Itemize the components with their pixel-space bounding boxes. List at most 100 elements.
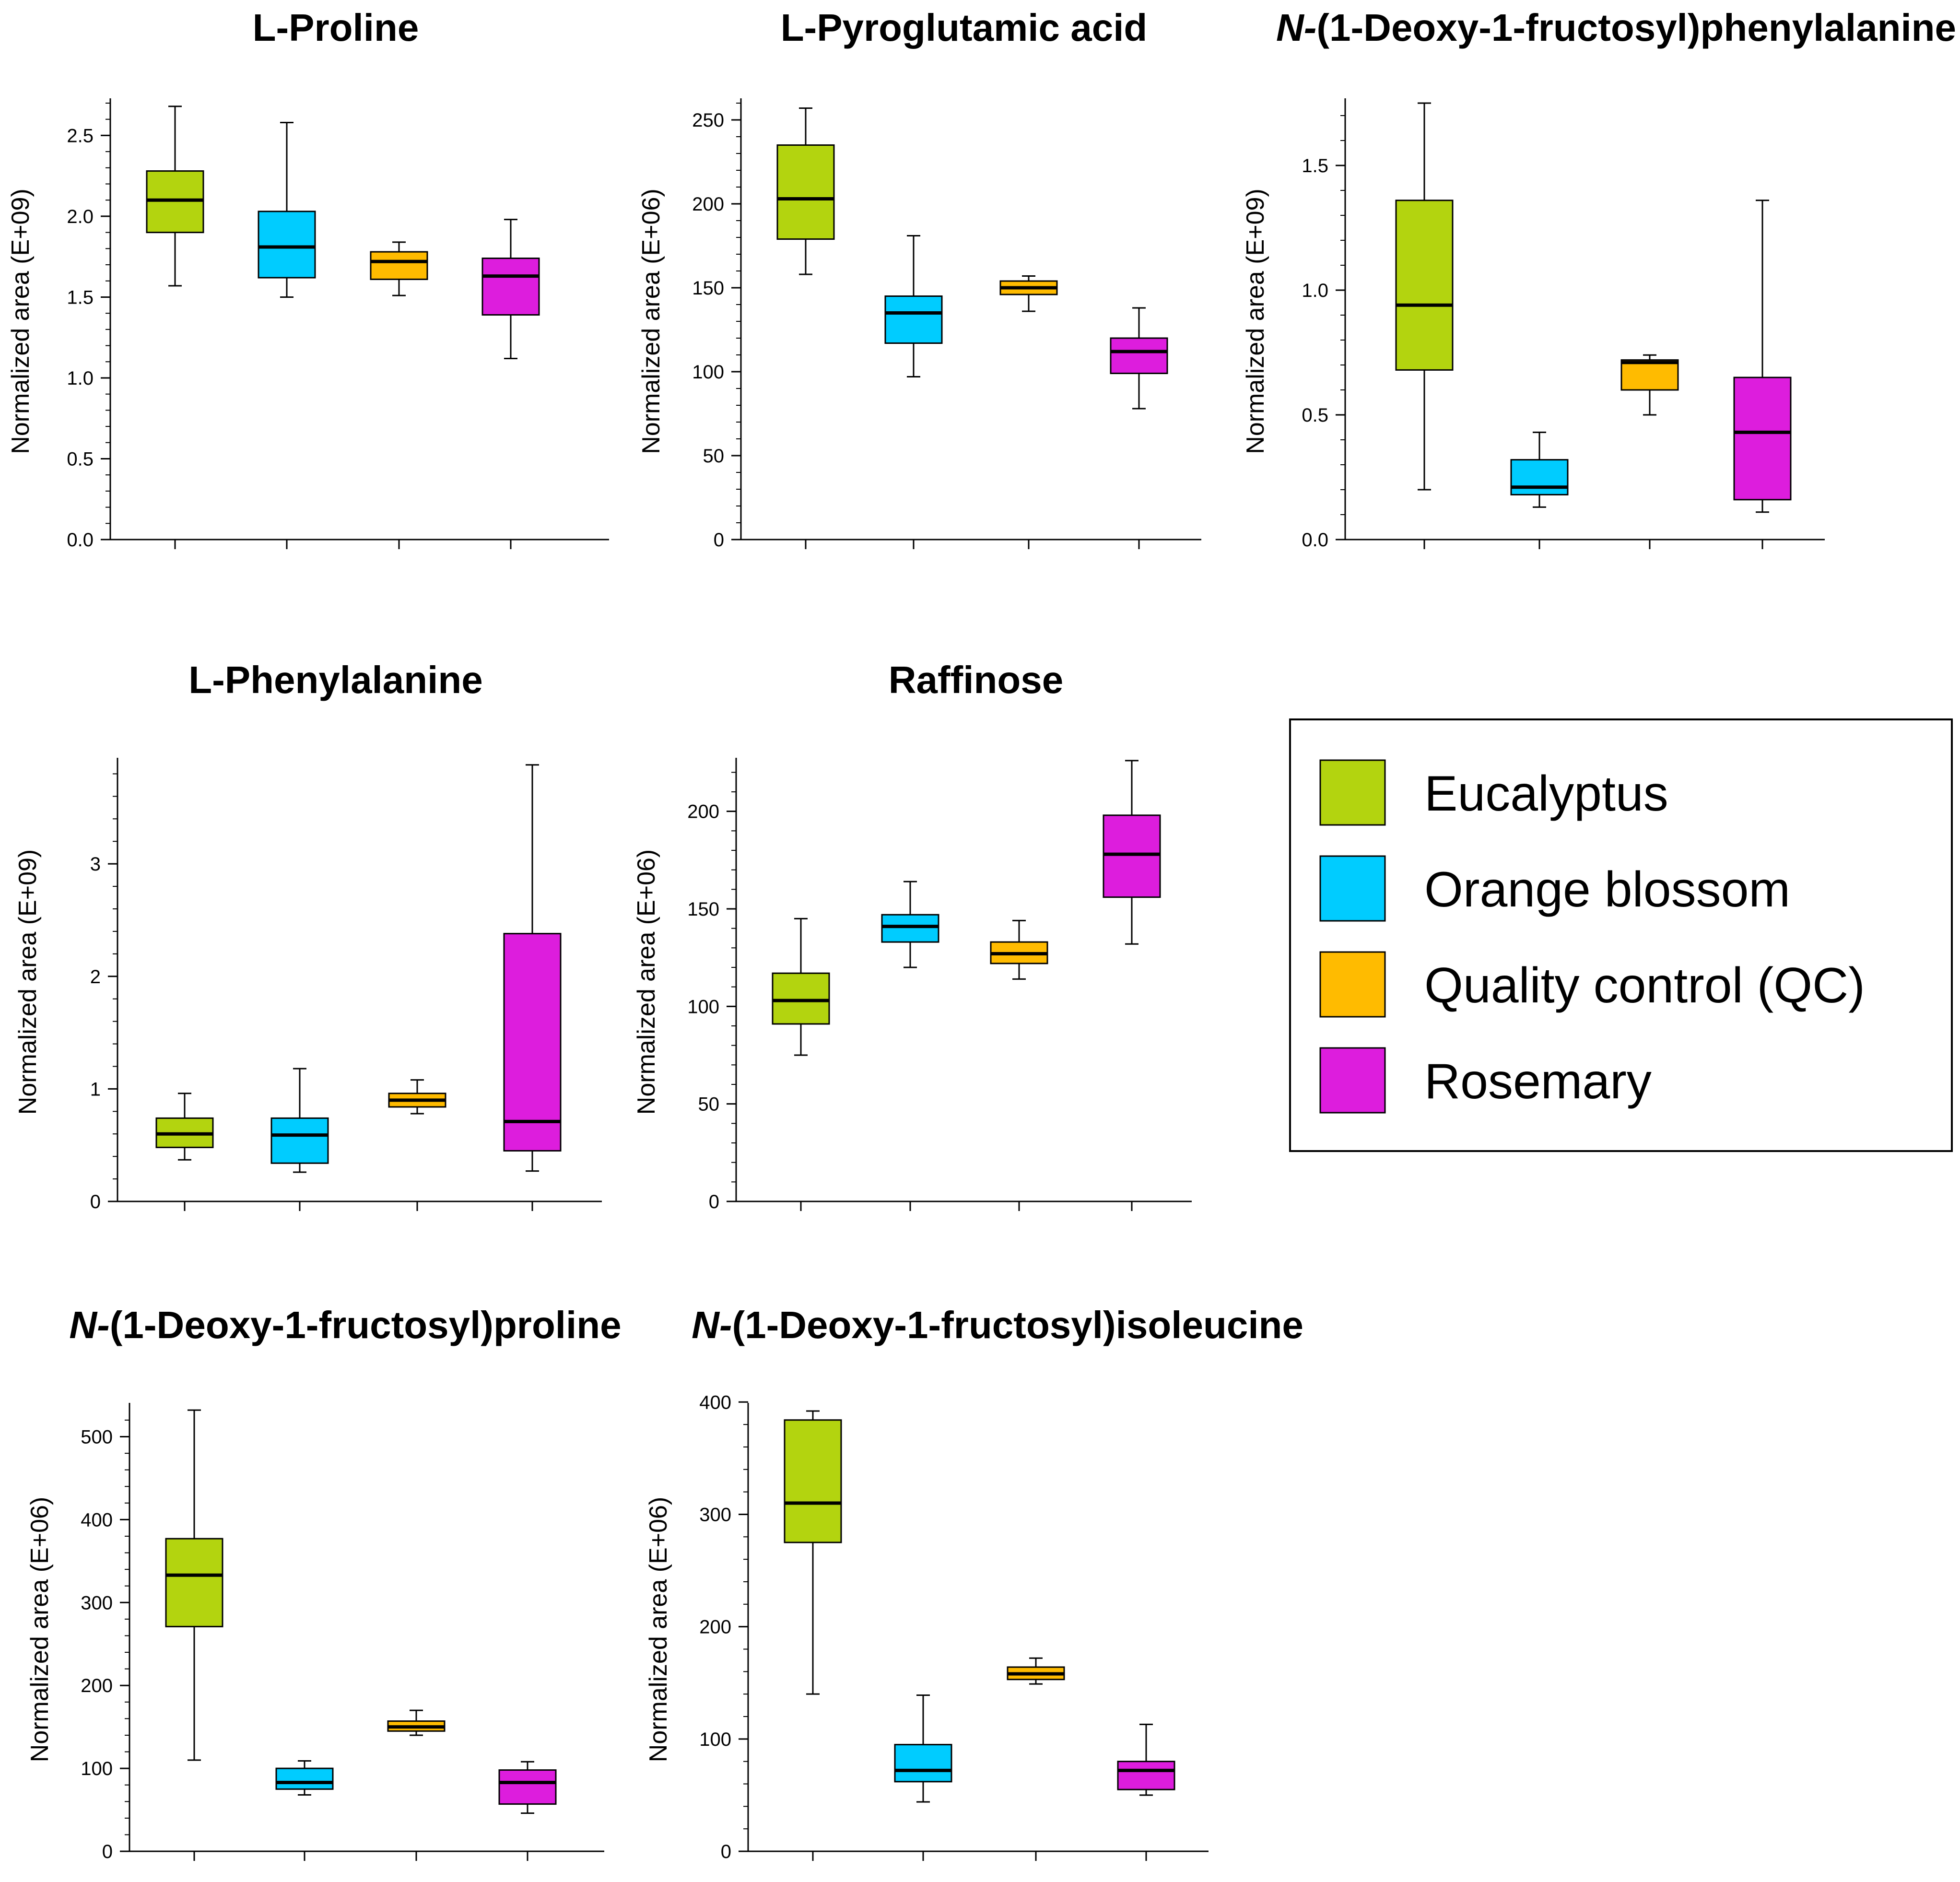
chart-title: L-Proline (253, 6, 419, 49)
legend-frame (1289, 718, 1953, 1152)
iqr-box (784, 1419, 842, 1543)
y-tick-label: 200 (699, 1617, 731, 1638)
legend-swatch-eucalyptus (1319, 759, 1386, 826)
legend-entry-orange-blossom: Orange blossom (1319, 855, 1790, 922)
y-tick-label: 1.5 (67, 287, 94, 308)
chart-title-text: (1-Deoxy-1-fructosyl)isoleucine (732, 1304, 1303, 1346)
box-eucalyptus (784, 1410, 842, 1861)
y-tick-label: 250 (692, 110, 724, 131)
iqr-box (498, 1769, 557, 1805)
iqr-box (270, 1117, 329, 1164)
y-tick-label: 0.5 (1302, 405, 1328, 426)
iqr-box (894, 1744, 952, 1783)
charts-layer: L-Proline Normalized area (E+09) 0.0 0.5 1.0… (7, 6, 1956, 1862)
y-tick-label: 2 (90, 966, 101, 988)
y-tick-label: 400 (699, 1392, 731, 1413)
y-axis-label: Normalized area (E+06) (633, 849, 660, 1115)
y-tick-label: 2.5 (67, 125, 94, 146)
y-tick-label: 0.0 (67, 529, 94, 551)
y-tick-label: 1.0 (67, 368, 94, 389)
box-eucalyptus (772, 917, 830, 1211)
box-rosemary (503, 764, 562, 1211)
y-tick-label: 200 (692, 194, 724, 215)
legend-label-orange-blossom: Orange blossom (1424, 862, 1790, 917)
box-rosemary (1103, 760, 1161, 1211)
y-axis-label: Normalized area (E+06) (645, 1497, 672, 1762)
iqr-box (776, 144, 835, 240)
y-tick-label: 500 (81, 1427, 113, 1448)
y-tick-label: 150 (687, 899, 719, 920)
legend-entry-eucalyptus: Eucalyptus (1319, 759, 1668, 826)
y-tick-label: 0 (721, 1841, 731, 1862)
box-rosemary (1117, 1723, 1175, 1861)
box-quality-control-qc (370, 241, 428, 549)
chart-title: N-(1-Deoxy-1-fructosyl)proline (69, 1304, 621, 1346)
chart-title: L-Pyroglutamic acid (781, 6, 1148, 49)
y-tick-label: 0 (709, 1191, 719, 1212)
iqr-box (1733, 376, 1792, 501)
y-tick-label: 0.5 (67, 448, 94, 470)
legend-label-eucalyptus: Eucalyptus (1424, 766, 1668, 822)
y-tick-label: 300 (81, 1592, 113, 1613)
legend-swatch-orange-blossom (1319, 855, 1386, 922)
chart-title-text: Raffinose (889, 659, 1064, 701)
y-tick-label: 300 (699, 1504, 731, 1525)
box-rosemary (481, 219, 540, 549)
iqr-box (1395, 200, 1454, 371)
box-orange-blossom (881, 881, 939, 1211)
legend: Eucalyptus Orange blossom Quality contro… (1289, 718, 1953, 1152)
y-tick-label: 400 (81, 1509, 113, 1530)
legend-swatch-rosemary (1319, 1047, 1386, 1114)
box-eucalyptus (155, 1093, 214, 1211)
y-tick-label: 0.0 (1302, 529, 1328, 551)
chart-l-proline: L-Proline Normalized area (E+09) 0.0 0.5 1.0… (7, 6, 609, 551)
y-tick-label: 200 (687, 801, 719, 823)
chart-title: L-Phenylalanine (188, 659, 482, 701)
box-orange-blossom (258, 121, 316, 549)
box-quality-control-qc (1007, 1657, 1065, 1861)
y-tick-label: 1.0 (1302, 280, 1328, 301)
y-tick-label: 3 (90, 854, 101, 875)
box-quality-control-qc (388, 1079, 446, 1211)
y-tick-label: 2.0 (67, 206, 94, 227)
box-rosemary (1110, 307, 1168, 549)
chart-l-pyroglutamic-acid: L-Pyroglutamic acid Normalized area (E+06… (637, 6, 1201, 551)
y-tick-label: 50 (703, 446, 725, 467)
iqr-box (258, 211, 316, 279)
box-eucalyptus (776, 107, 835, 549)
chart-title: N-(1-Deoxy-1-fructosyl)isoleucine (692, 1304, 1303, 1346)
box-orange-blossom (884, 235, 943, 549)
y-axis-label: Normalized area (E+09) (7, 188, 35, 454)
y-tick-label: 1 (90, 1079, 101, 1100)
y-tick-label: 100 (699, 1729, 731, 1750)
iqr-box (1620, 359, 1679, 391)
y-axis-label: Normalized area (E+09) (14, 849, 42, 1115)
chart-title: Raffinose (889, 659, 1064, 701)
chart-title-text: L-Pyroglutamic acid (781, 6, 1148, 49)
chart-title: N-(1-Deoxy-1-fructosyl)phenylalanine (1276, 6, 1956, 49)
box-quality-control-qc (999, 275, 1058, 549)
box-orange-blossom (275, 1760, 334, 1861)
y-axis-label: Normalized area (E+06) (26, 1497, 54, 1762)
chart-title-text: (1-Deoxy-1-fructosyl)proline (110, 1304, 622, 1346)
chart-title-italic-prefix: N- (1276, 6, 1316, 49)
y-tick-label: 0 (714, 529, 724, 551)
iqr-box (481, 258, 540, 316)
y-axis-label: Normalized area (E+09) (1242, 188, 1269, 454)
chart-title-text: L-Proline (253, 6, 419, 49)
iqr-box (275, 1767, 334, 1790)
box-eucalyptus (1395, 102, 1454, 549)
box-orange-blossom (270, 1068, 329, 1211)
box-rosemary (498, 1761, 557, 1861)
y-tick-label: 100 (692, 362, 724, 383)
y-tick-label: 200 (81, 1675, 113, 1696)
iqr-box (1103, 814, 1161, 898)
box-quality-control-qc (1620, 354, 1679, 549)
iqr-box (1110, 337, 1168, 374)
box-quality-control-qc (990, 919, 1048, 1211)
box-quality-control-qc (387, 1709, 446, 1861)
chart-title-text: L-Phenylalanine (188, 659, 482, 701)
chart-n-1-deoxy-1-fructosyl-proline: N-(1-Deoxy-1-fructosyl)proline Normalized… (26, 1304, 622, 1862)
chart-n-1-deoxy-1-fructosyl-isoleucine: N-(1-Deoxy-1-fructosyl)isoleucine Normali… (645, 1304, 1303, 1862)
